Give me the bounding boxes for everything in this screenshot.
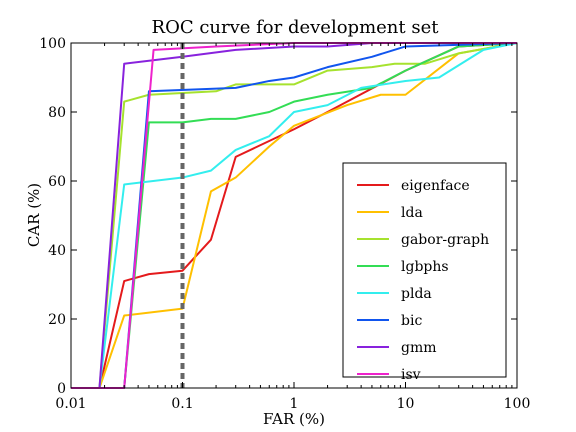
y-tick-label: 60 bbox=[48, 174, 66, 190]
x-tick-label: 100 bbox=[504, 396, 531, 412]
x-tick-label: 0.01 bbox=[55, 396, 86, 412]
legend-box bbox=[342, 162, 507, 378]
x-tick-label: 10 bbox=[397, 396, 415, 412]
legend: eigenface lda gabor-graph lgbphs plda bic gmm i… bbox=[342, 162, 507, 383]
x-tick-label: 0.1 bbox=[171, 396, 193, 412]
series-line-gmm bbox=[71, 42, 517, 389]
y-tick-label: 100 bbox=[39, 36, 66, 52]
legend-label-gabor-graph: gabor-graph bbox=[401, 232, 489, 248]
legend-label-lgbphs: lgbphs bbox=[401, 259, 449, 275]
legend-label-gmm: gmm bbox=[401, 340, 437, 356]
series-line-lda bbox=[71, 42, 518, 389]
chart-title: ROC curve for development set bbox=[152, 17, 440, 38]
legend-label-bic: bic bbox=[401, 313, 422, 329]
axis-ticks: 0.01 0.1 1 10 100 0 20 40 60 80 100 bbox=[39, 36, 530, 412]
y-tick-label: 0 bbox=[57, 381, 66, 397]
legend-label-lda: lda bbox=[401, 205, 423, 221]
legend-label-isv: isv bbox=[401, 367, 421, 383]
series-line-plda bbox=[71, 42, 518, 389]
legend-label-eigenface: eigenface bbox=[401, 178, 470, 194]
y-tick-label: 20 bbox=[48, 312, 66, 328]
x-axis-label: FAR (%) bbox=[263, 410, 325, 428]
y-axis-label: CAR (%) bbox=[25, 183, 43, 247]
series-line-gabor-graph bbox=[71, 42, 518, 389]
y-tick-label: 40 bbox=[48, 243, 66, 259]
y-tick-label: 80 bbox=[48, 105, 66, 121]
legend-label-plda: plda bbox=[401, 286, 432, 302]
x-tick-label: 1 bbox=[290, 396, 299, 412]
